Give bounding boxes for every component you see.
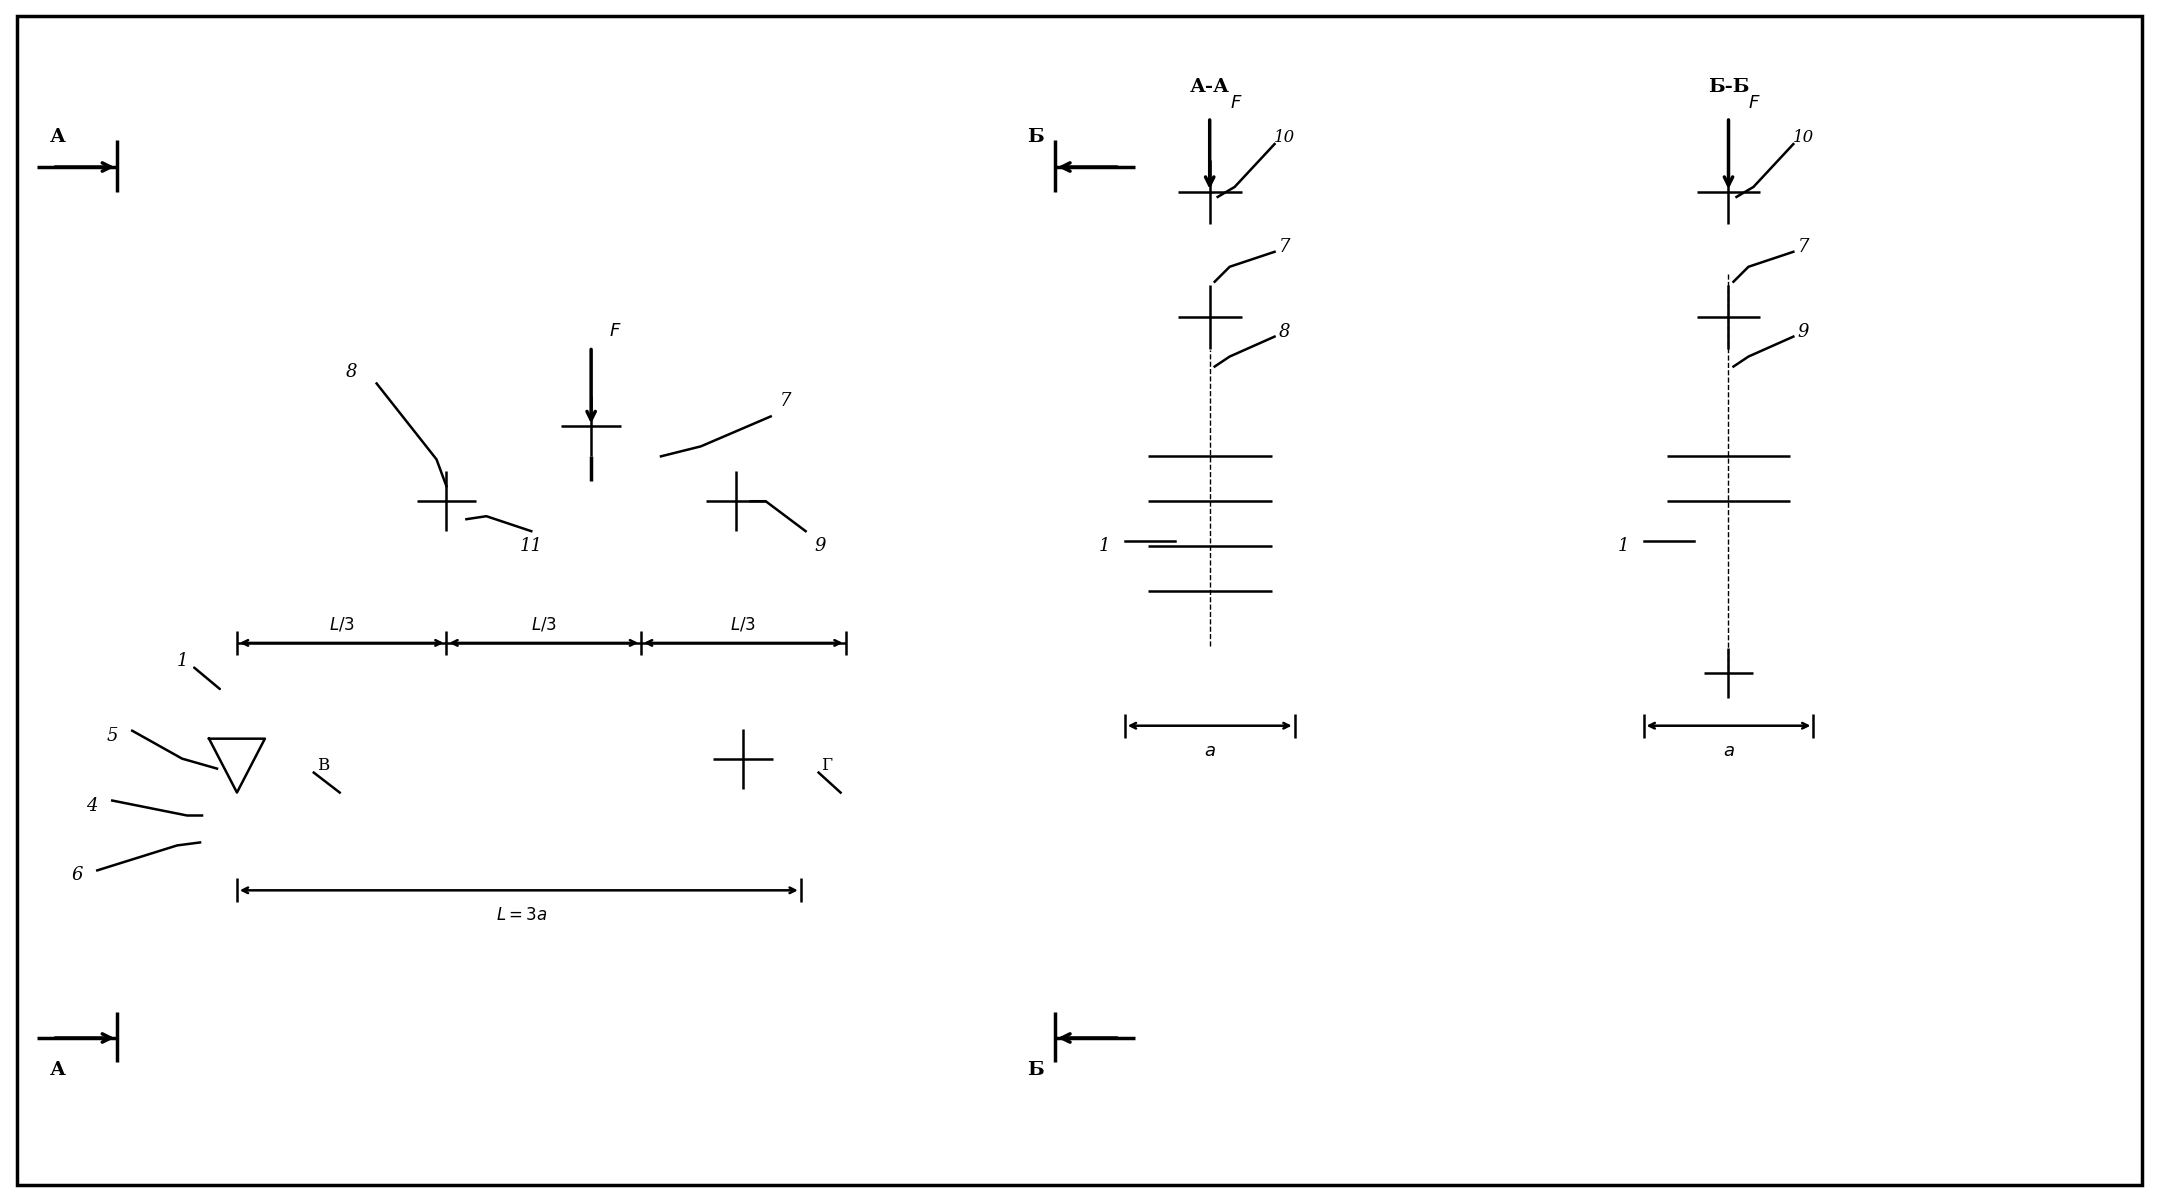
Bar — [1686, 211, 1770, 274]
Circle shape — [1179, 160, 1241, 223]
Text: 5: 5 — [106, 727, 119, 745]
Bar — [421, 501, 471, 536]
Text: Б: Б — [1028, 1060, 1043, 1078]
Bar — [1168, 211, 1252, 274]
Circle shape — [561, 396, 622, 456]
Text: 8: 8 — [1278, 323, 1291, 341]
Text: 1: 1 — [177, 652, 188, 670]
Bar — [1686, 318, 1770, 348]
Bar — [1643, 645, 1814, 673]
Text: 6: 6 — [71, 866, 82, 884]
Circle shape — [1697, 160, 1760, 223]
Bar — [1125, 645, 1295, 673]
Circle shape — [639, 695, 848, 906]
Circle shape — [1703, 647, 1753, 698]
Bar — [710, 501, 760, 536]
Bar — [181, 829, 291, 853]
Circle shape — [1697, 285, 1760, 348]
Circle shape — [417, 471, 477, 531]
Circle shape — [1179, 285, 1241, 348]
Bar — [1667, 371, 1790, 646]
Text: А: А — [50, 129, 65, 147]
Text: $L/3$: $L/3$ — [531, 616, 557, 634]
Text: $L/3$: $L/3$ — [328, 616, 354, 634]
Bar — [421, 566, 471, 600]
Bar — [123, 600, 980, 721]
Text: 10: 10 — [1792, 129, 1814, 145]
Bar — [689, 829, 797, 853]
Bar — [1125, 671, 1295, 699]
Bar — [1643, 671, 1814, 699]
Text: Г: Г — [820, 757, 831, 775]
Text: В: В — [317, 757, 328, 775]
Text: $F$: $F$ — [609, 322, 622, 340]
Text: А: А — [50, 1060, 65, 1078]
Text: $F$: $F$ — [1231, 94, 1241, 112]
Text: Б-Б: Б-Б — [1708, 78, 1749, 96]
Text: $a$: $a$ — [1205, 742, 1216, 760]
Bar — [209, 700, 266, 739]
Bar — [1168, 288, 1252, 318]
Text: $L = 3a$: $L = 3a$ — [497, 907, 546, 924]
Text: $a$: $a$ — [1723, 742, 1734, 760]
Text: 7: 7 — [1278, 238, 1291, 256]
Text: 8: 8 — [345, 363, 358, 381]
Bar — [1686, 288, 1770, 318]
Text: 9: 9 — [814, 537, 827, 555]
Circle shape — [132, 695, 341, 906]
Text: 7: 7 — [1798, 238, 1809, 256]
Text: 11: 11 — [520, 537, 542, 555]
Circle shape — [706, 471, 766, 531]
Text: А-А: А-А — [1190, 78, 1231, 96]
Bar — [194, 793, 279, 829]
Bar — [1168, 318, 1252, 348]
Text: 10: 10 — [1274, 129, 1295, 145]
Text: $L/3$: $L/3$ — [730, 616, 756, 634]
Bar — [382, 426, 801, 482]
Circle shape — [712, 729, 773, 789]
Text: $F$: $F$ — [1749, 94, 1762, 112]
Text: Б: Б — [1028, 129, 1043, 147]
Text: 4: 4 — [86, 796, 97, 814]
Bar — [710, 566, 760, 600]
Text: 1: 1 — [1617, 537, 1630, 555]
Text: 7: 7 — [779, 393, 792, 411]
Bar — [715, 793, 771, 829]
Text: 9: 9 — [1798, 323, 1809, 341]
Bar — [1149, 371, 1272, 646]
Text: 1: 1 — [1099, 537, 1110, 555]
Polygon shape — [209, 739, 266, 793]
